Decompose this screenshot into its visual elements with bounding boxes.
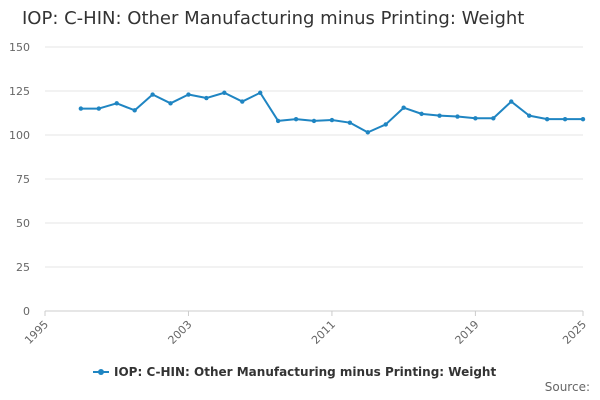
data-point[interactable]: [580, 116, 586, 122]
data-point[interactable]: [222, 90, 227, 95]
data-point[interactable]: [114, 101, 119, 106]
data-point[interactable]: [562, 116, 568, 122]
data-point[interactable]: [365, 130, 370, 135]
data-point[interactable]: [78, 106, 84, 111]
data-point[interactable]: [186, 92, 191, 97]
data-point[interactable]: [455, 114, 460, 119]
data-point[interactable]: [150, 92, 155, 97]
data-point[interactable]: [509, 99, 514, 104]
y-tick-label: 50: [16, 217, 30, 230]
data-point[interactable]: [329, 117, 335, 123]
source-label: Source:: [544, 380, 590, 394]
x-tick-label: 2003: [166, 318, 195, 347]
series-layer: [78, 90, 586, 135]
x-tick-label: 2011: [309, 318, 338, 347]
data-point[interactable]: [275, 118, 281, 124]
y-tick-label: 150: [9, 41, 30, 54]
y-tick-label: 125: [9, 85, 30, 98]
data-point[interactable]: [96, 106, 102, 111]
data-point[interactable]: [258, 90, 263, 95]
data-point[interactable]: [293, 116, 299, 122]
grid-lines: [45, 46, 583, 268]
data-point[interactable]: [437, 113, 442, 118]
data-point[interactable]: [347, 120, 353, 125]
x-tick-label: 1995: [22, 318, 51, 347]
data-point[interactable]: [132, 108, 137, 113]
data-point[interactable]: [491, 116, 496, 121]
legend[interactable]: IOP: C-HIN: Other Manufacturing minus Pr…: [93, 365, 496, 379]
data-point[interactable]: [240, 99, 245, 104]
data-point[interactable]: [401, 105, 406, 110]
data-point[interactable]: [168, 101, 173, 106]
data-point[interactable]: [383, 122, 388, 127]
y-tick-label: 0: [23, 305, 30, 318]
data-point[interactable]: [473, 116, 478, 121]
x-tick-label: 2019: [453, 318, 482, 347]
x-tick-label: 2025: [560, 318, 589, 347]
legend-marker-icon: [98, 369, 104, 375]
series-line: [80, 91, 583, 134]
data-point[interactable]: [419, 111, 424, 117]
y-tick-label: 75: [16, 173, 30, 186]
data-point[interactable]: [204, 95, 209, 101]
data-point[interactable]: [311, 118, 317, 124]
y-tick-label: 100: [9, 129, 30, 142]
axes: 0 25 50 75 100 125 150 1995 2003 2011 2019 2025: [9, 41, 589, 347]
legend-label: IOP: C-HIN: Other Manufacturing minus Pr…: [114, 365, 497, 379]
y-tick-label: 25: [16, 261, 30, 274]
chart-title: IOP: C-HIN: Other Manufacturing minus Pr…: [22, 8, 525, 29]
legend-line-icon: [93, 369, 109, 375]
data-point[interactable]: [544, 116, 550, 122]
data-point[interactable]: [527, 113, 532, 118]
